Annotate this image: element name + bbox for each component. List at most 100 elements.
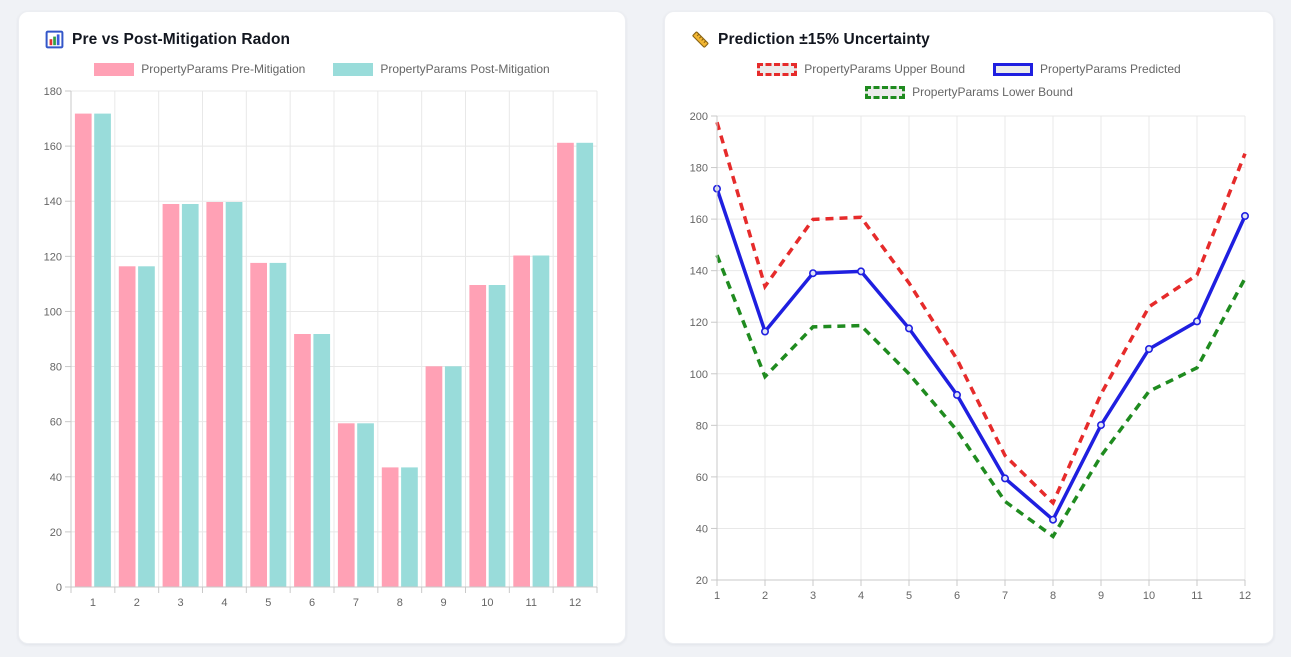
bar <box>576 142 594 588</box>
svg-text:140: 140 <box>690 266 708 278</box>
svg-text:8: 8 <box>397 597 403 609</box>
svg-text:7: 7 <box>1002 590 1008 602</box>
bar <box>357 423 374 587</box>
data-point <box>1144 345 1153 354</box>
legend-swatch-lower-bound <box>865 85 906 99</box>
svg-text:1: 1 <box>90 597 96 609</box>
svg-text:2: 2 <box>134 597 140 609</box>
svg-text:160: 160 <box>44 141 62 153</box>
svg-text:6: 6 <box>309 597 315 609</box>
legend-item-post-mitigation[interactable]: PropertyParams Post-Mitigation <box>333 62 550 76</box>
svg-text:11: 11 <box>1191 590 1202 602</box>
series-line <box>715 121 1247 506</box>
line-chart-legend-row2: PropertyParams Lower Bound <box>681 82 1257 102</box>
legend-label-predicted: PropertyParams Predicted <box>1040 62 1181 76</box>
bar <box>488 285 506 587</box>
svg-text:60: 60 <box>696 472 708 484</box>
svg-text:40: 40 <box>696 523 708 535</box>
svg-text:3: 3 <box>178 597 184 609</box>
bar <box>294 334 311 587</box>
svg-text:40: 40 <box>50 472 62 484</box>
chart-title: Prediction ±15% Uncertainty <box>718 30 930 48</box>
data-point <box>1192 317 1201 326</box>
svg-text:12: 12 <box>1239 590 1251 602</box>
bar <box>557 142 574 588</box>
legend-label-upper-bound: PropertyParams Upper Bound <box>804 62 965 76</box>
svg-text:180: 180 <box>44 86 62 98</box>
line-chart-header: Prediction ±15% Uncertainty <box>691 30 1257 49</box>
svg-text:180: 180 <box>690 163 708 175</box>
svg-text:5: 5 <box>906 590 912 602</box>
legend-swatch-predicted <box>993 62 1033 76</box>
svg-text:100: 100 <box>690 369 708 381</box>
legend-item-predicted[interactable]: PropertyParams Predicted <box>993 62 1181 76</box>
svg-text:8: 8 <box>1050 590 1056 602</box>
data-point <box>857 267 866 276</box>
svg-text:5: 5 <box>265 597 271 609</box>
bar <box>94 113 111 587</box>
legend-label-pre-mitigation: PropertyParams Pre-Mitigation <box>141 62 306 76</box>
svg-text:120: 120 <box>690 317 708 329</box>
card-pre-post-radon: Pre vs Post-Mitigation Radon PropertyPar… <box>18 11 626 644</box>
bar <box>401 467 418 587</box>
svg-text:0: 0 <box>56 582 62 594</box>
bar <box>425 366 443 587</box>
legend-label-lower-bound: PropertyParams Lower Bound <box>912 85 1073 99</box>
svg-text:80: 80 <box>696 420 708 432</box>
bar-chart-legend: PropertyParams Pre-Mitigation PropertyPa… <box>35 59 609 79</box>
legend-item-upper-bound[interactable]: PropertyParams Upper Bound <box>757 62 965 76</box>
data-point <box>1048 515 1057 524</box>
bar <box>118 266 136 587</box>
svg-text:2: 2 <box>762 590 768 602</box>
bar-chart-header: Pre vs Post-Mitigation Radon <box>45 30 609 49</box>
svg-text:7: 7 <box>353 597 359 609</box>
data-point <box>1240 212 1249 221</box>
svg-text:9: 9 <box>441 597 447 609</box>
bar <box>206 202 224 587</box>
line-chart-legend-row1: PropertyParams Upper Bound PropertyParam… <box>681 59 1257 79</box>
svg-text:10: 10 <box>481 597 493 609</box>
data-point <box>1096 421 1105 430</box>
legend-swatch-upper-bound <box>757 62 798 76</box>
bar <box>181 204 199 587</box>
bar <box>138 266 155 587</box>
card-prediction-uncertainty: Prediction ±15% Uncertainty PropertyPara… <box>664 11 1274 644</box>
svg-text:1: 1 <box>714 590 720 602</box>
svg-text:10: 10 <box>1143 590 1155 602</box>
svg-text:3: 3 <box>810 590 816 602</box>
bar <box>269 262 287 587</box>
data-point <box>761 327 770 336</box>
svg-text:9: 9 <box>1098 590 1104 602</box>
legend-item-lower-bound[interactable]: PropertyParams Lower Bound <box>865 85 1073 99</box>
series-line <box>715 254 1247 539</box>
ruler-icon <box>691 30 710 49</box>
svg-text:140: 140 <box>44 196 62 208</box>
bar <box>469 285 487 587</box>
data-point <box>1000 474 1009 483</box>
bar <box>532 255 550 587</box>
svg-text:160: 160 <box>690 214 708 226</box>
svg-text:120: 120 <box>44 251 62 263</box>
bar <box>250 262 267 587</box>
series-line <box>715 188 1247 523</box>
svg-text:20: 20 <box>696 575 708 587</box>
svg-text:80: 80 <box>50 362 62 374</box>
svg-text:100: 100 <box>44 306 62 318</box>
bar <box>381 467 399 587</box>
legend-item-pre-mitigation[interactable]: PropertyParams Pre-Mitigation <box>94 62 305 76</box>
data-point <box>952 390 961 399</box>
bar <box>444 366 462 587</box>
svg-text:60: 60 <box>50 417 62 429</box>
bar-chart-icon <box>45 30 64 49</box>
data-point <box>905 324 914 333</box>
chart-title: Pre vs Post-Mitigation Radon <box>72 30 291 48</box>
legend-swatch-pre-mitigation <box>94 62 135 76</box>
svg-text:4: 4 <box>221 597 227 609</box>
data-point <box>809 269 818 278</box>
bar <box>513 255 530 587</box>
legend-label-post-mitigation: PropertyParams Post-Mitigation <box>380 62 550 76</box>
